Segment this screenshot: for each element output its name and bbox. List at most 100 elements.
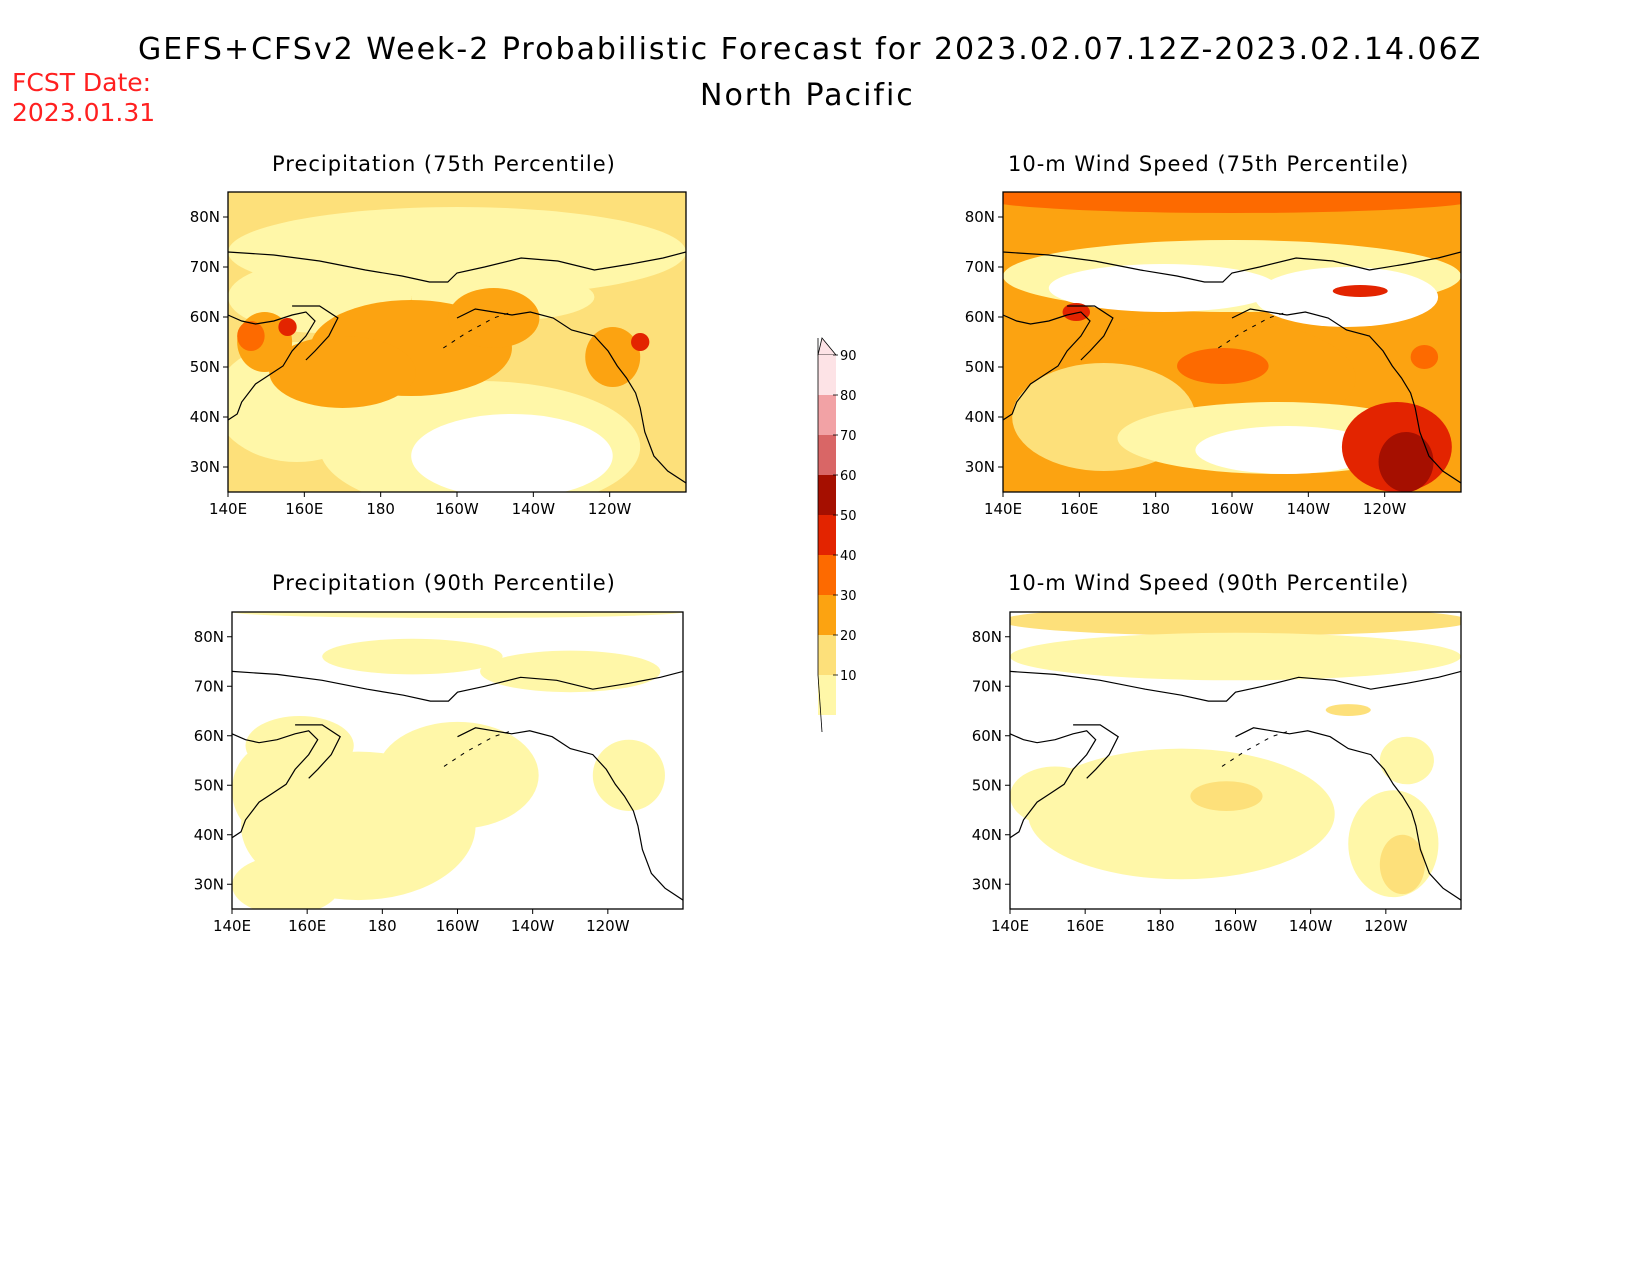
main-title: GEFS+CFSv2 Week-2 Probabilistic Forecast… (138, 32, 1483, 67)
lat-tick-label: 70N (194, 677, 224, 695)
lat-tick-label: 50N (965, 358, 995, 376)
lat-tick-label: 30N (965, 458, 995, 476)
contour-region (1177, 348, 1269, 384)
contour-region (1254, 267, 1439, 327)
contour-region (1410, 345, 1439, 369)
contour-region (376, 721, 539, 829)
coastline (228, 311, 316, 421)
contour-region (278, 318, 297, 336)
lon-tick-label: 180 (1146, 917, 1175, 935)
panel-title-precip-75: Precipitation (75th Percentile) (272, 152, 616, 176)
lat-tick-label: 60N (972, 727, 1002, 745)
lon-tick-label: 140W (1287, 500, 1331, 518)
fcst-date-value: 2023.01.31 (12, 98, 156, 127)
lat-tick-label: 70N (972, 677, 1002, 695)
lat-tick-label: 60N (190, 308, 220, 326)
probability-colorbar: 10 20 30 40 50 60 70 80 90 (800, 335, 860, 759)
colorbar-level-label: 60 (840, 469, 857, 484)
contour-region (1010, 766, 1101, 826)
lat-tick-label: 50N (190, 358, 220, 376)
coastline (443, 311, 513, 349)
coastline (292, 305, 339, 361)
lon-tick-label: 160E (1066, 917, 1104, 935)
lon-tick-label: 160W (436, 917, 480, 935)
lon-tick-label: 140E (991, 917, 1029, 935)
contour-region (1379, 834, 1425, 895)
colorbar-swatch (818, 555, 836, 595)
colorbar-level-label: 70 (840, 429, 857, 444)
lat-tick-label: 40N (190, 408, 220, 426)
colorbar-level-label: 30 (840, 589, 857, 604)
lat-tick-label: 50N (194, 776, 224, 794)
coastline (1067, 305, 1114, 361)
contour-region (1332, 285, 1388, 297)
lon-tick-label: 180 (366, 500, 395, 518)
lat-tick-label: 50N (972, 776, 1002, 794)
lon-tick-label: 140E (209, 500, 247, 518)
lat-tick-label: 80N (190, 208, 220, 226)
contour-region (1010, 612, 1461, 636)
lon-tick-label: 160W (435, 500, 479, 518)
contour-region (1195, 426, 1379, 474)
contour-region (1062, 303, 1091, 321)
panel-title-wind-75: 10-m Wind Speed (75th Percentile) (1008, 152, 1410, 176)
colorbar-swatch (818, 675, 836, 715)
lat-tick-label: 80N (194, 628, 224, 646)
lat-tick-label: 60N (194, 727, 224, 745)
coastline (443, 730, 512, 767)
contour-region (1003, 192, 1461, 213)
colorbar-swatch (818, 515, 836, 555)
colorbar-swatch (818, 435, 836, 475)
coastline (1218, 311, 1288, 349)
contour-region (447, 288, 540, 348)
coastline (1010, 670, 1461, 702)
lon-tick-label: 140W (511, 917, 555, 935)
lon-tick-label: 180 (368, 917, 397, 935)
map-wind-90: 140E 160E 180 160W 140W 120W 80N 70N 60N 50N 40N 30… (962, 608, 1491, 941)
colorbar-extension-bottom (817, 674, 823, 733)
coastline (1003, 251, 1461, 283)
lon-tick-label: 140W (1289, 917, 1333, 935)
contour-region (1378, 432, 1434, 492)
lon-tick-label: 120W (1363, 500, 1407, 518)
lat-tick-label: 40N (194, 826, 224, 844)
lon-tick-label: 160E (1060, 500, 1098, 518)
colorbar-level-label: 80 (840, 389, 857, 404)
lat-tick-label: 30N (190, 458, 220, 476)
contour-region (480, 650, 661, 693)
contour-region (631, 333, 650, 351)
lon-tick-label: 160W (1214, 917, 1258, 935)
colorbar-extension-top (817, 337, 837, 356)
colorbar-swatch (818, 635, 836, 675)
lon-tick-label: 160W (1210, 500, 1254, 518)
coastline (1003, 311, 1091, 421)
coastline (1010, 730, 1097, 839)
coastline (232, 730, 319, 839)
lon-tick-label: 180 (1141, 500, 1170, 518)
colorbar-swatch (818, 595, 836, 635)
lon-tick-label: 160E (285, 500, 323, 518)
lon-tick-label: 140W (512, 500, 556, 518)
contour-region (592, 739, 665, 811)
map-precip-90: 140E 160E 180 160W 140W 120W 80N 70N 60N 50N 40N 30… (184, 608, 713, 941)
contour-region (232, 612, 683, 618)
contour-region (322, 638, 503, 675)
colorbar-swatch (818, 475, 836, 515)
coastline (1073, 724, 1119, 779)
lat-tick-label: 70N (190, 258, 220, 276)
map-wind-75: 140E 160E 180 160W 140W 120W 80N 70N 60N 50N 40N 30… (955, 190, 1491, 524)
colorbar-level-label: 40 (840, 549, 857, 564)
contour-region (1379, 736, 1434, 785)
lat-tick-label: 80N (972, 628, 1002, 646)
lon-tick-label: 140E (984, 500, 1022, 518)
map-precip-75: 140E 160E 180 160W 140W 120W 80N 70N 60N 50N 40N 30… (180, 190, 716, 524)
colorbar-level-label: 10 (840, 669, 857, 684)
contour-region (585, 327, 641, 387)
coastline (228, 251, 686, 283)
contour-region (237, 321, 265, 351)
contour-region (232, 745, 305, 835)
colorbar-level-label: 50 (840, 509, 857, 524)
colorbar-swatch (818, 355, 836, 395)
lon-tick-label: 120W (586, 917, 630, 935)
contour-region (232, 855, 341, 909)
